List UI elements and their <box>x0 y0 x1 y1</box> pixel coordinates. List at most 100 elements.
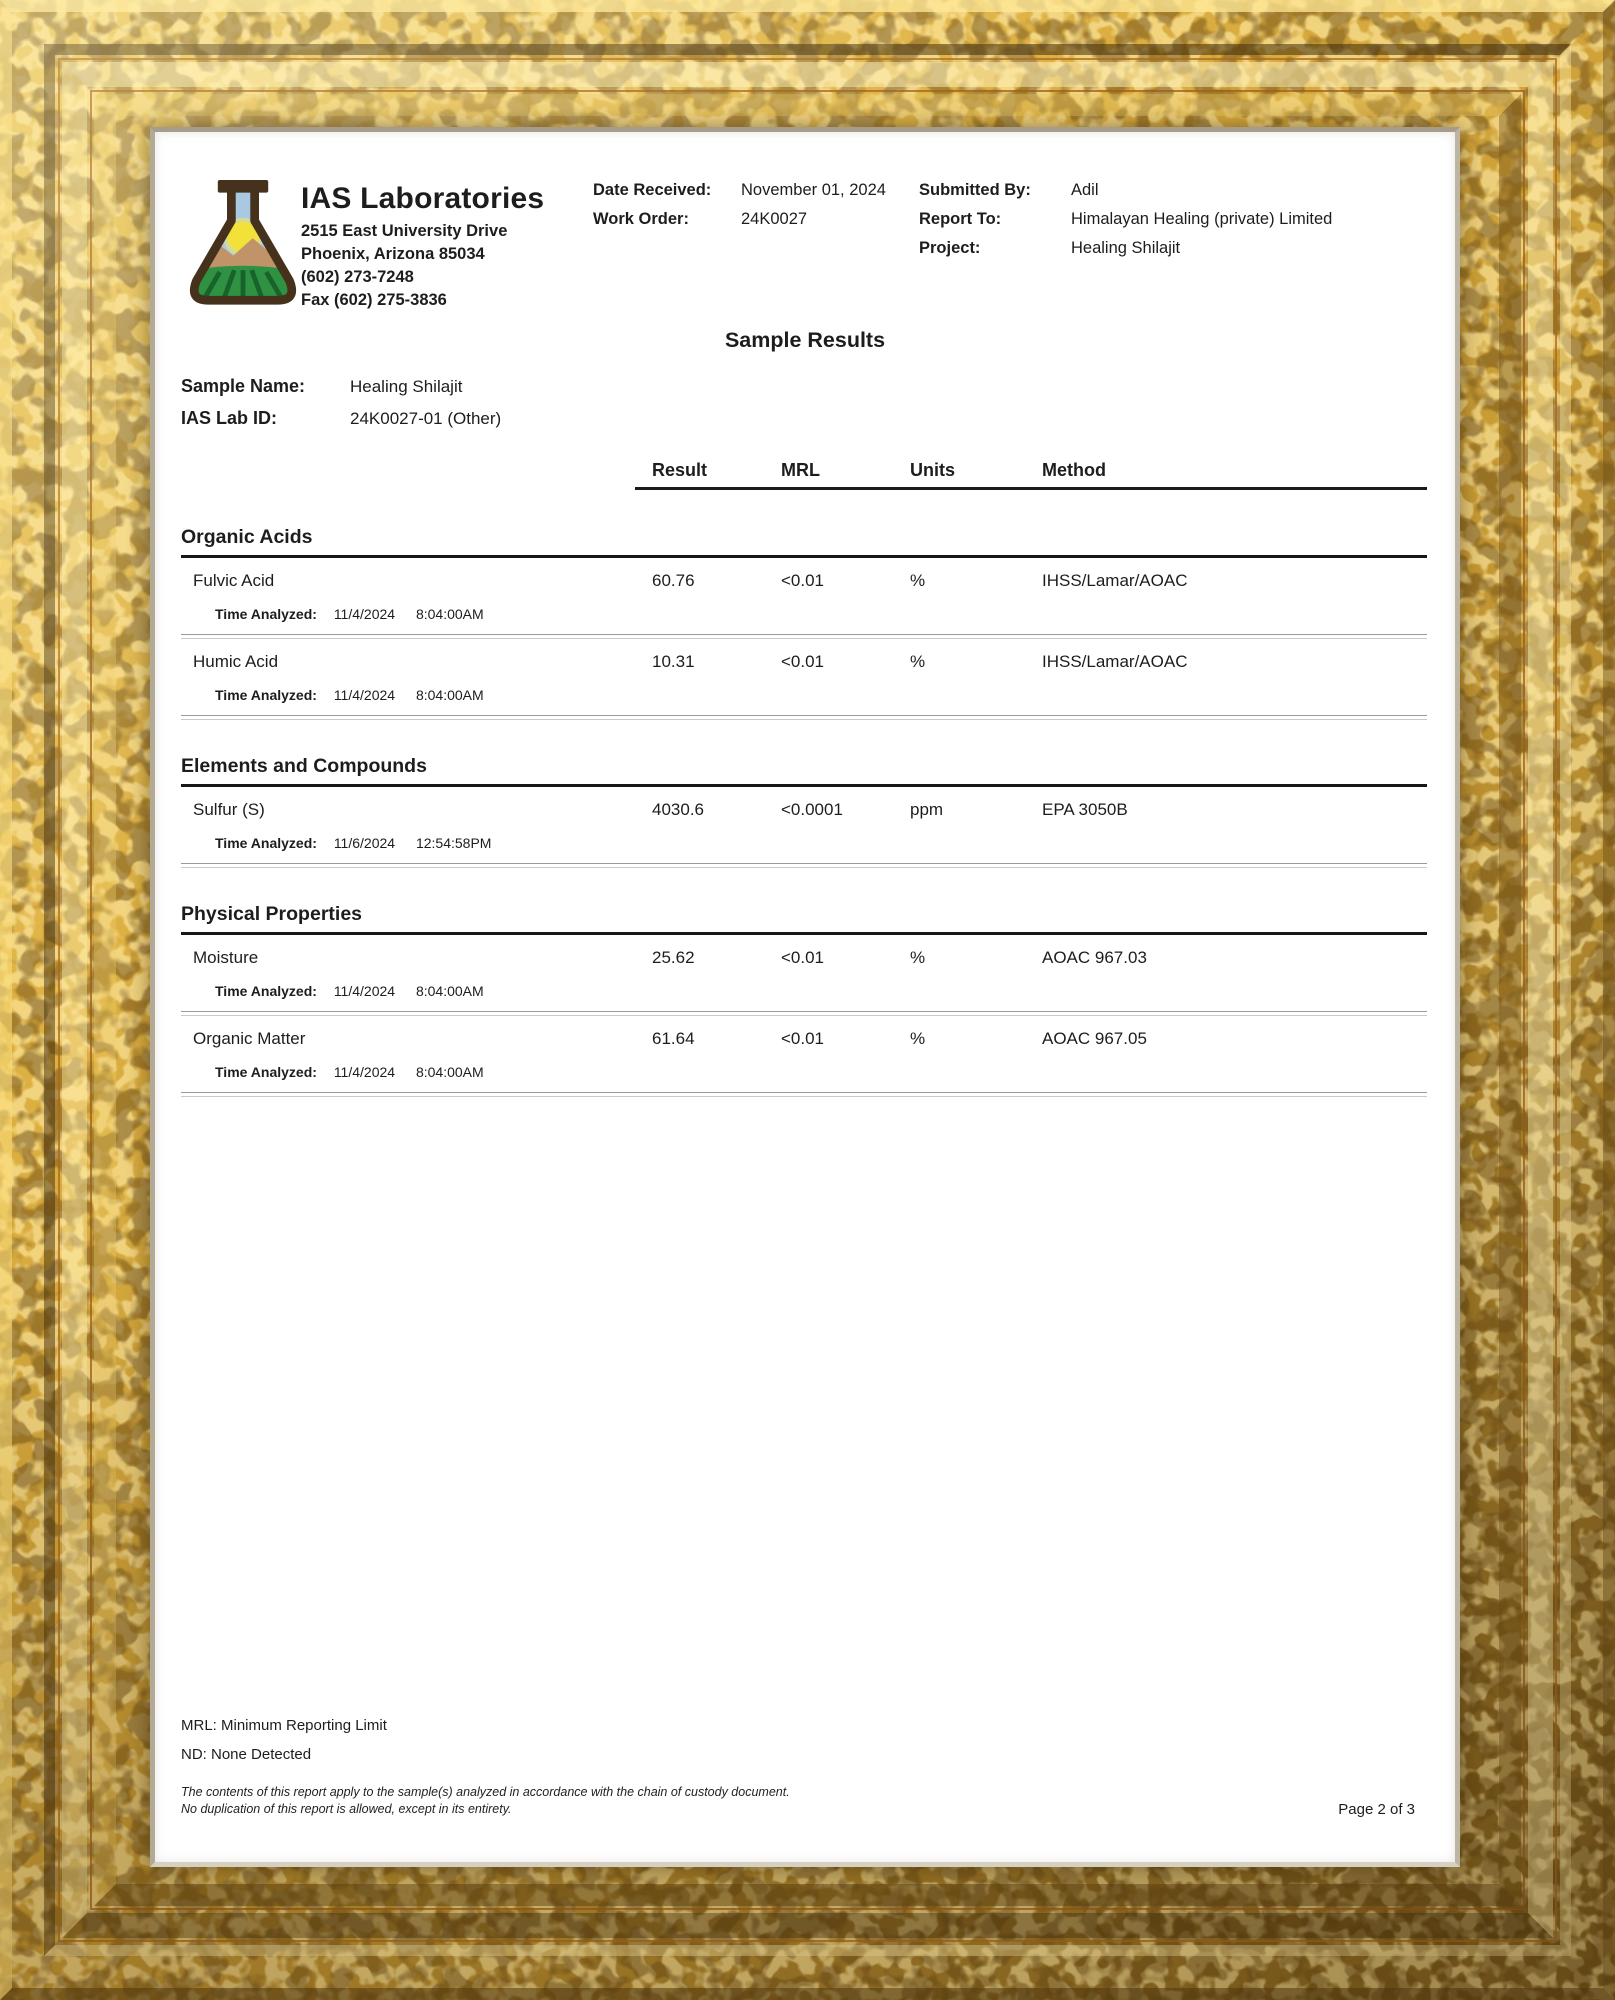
analyte-mrl: <0.01 <box>781 571 825 590</box>
row-separator <box>181 863 1427 868</box>
time-analyzed-date: 11/4/2024 <box>333 1064 396 1080</box>
analyte-units: % <box>910 948 926 967</box>
time-analyzed-date: 11/4/2024 <box>333 606 396 622</box>
lab-report-page: IAS Laboratories 2515 East University Dr… <box>150 127 1460 1867</box>
analyte-name: Fulvic Acid <box>193 571 275 590</box>
section-title-physical-properties: Physical Properties <box>181 903 363 925</box>
row-separator <box>181 715 1427 720</box>
analyte-mrl: <0.01 <box>781 1029 825 1048</box>
analyte-result: 60.76 <box>652 571 695 590</box>
submitted-by-label: Submitted By: <box>919 181 1031 199</box>
work-order-value: 24K0027 <box>741 210 808 228</box>
lab-fax: Fax (602) 275-3836 <box>301 291 447 309</box>
ias-lab-id-label: IAS Lab ID: <box>181 408 278 428</box>
analyte-mrl: <0.0001 <box>781 800 843 819</box>
section-rule <box>181 555 1427 558</box>
time-analyzed-row: Time Analyzed: 11/4/2024 8:04:00AM <box>181 1064 1427 1080</box>
analyte-mrl: <0.01 <box>781 652 825 671</box>
lab-address-line2: Phoenix, Arizona 85034 <box>301 245 485 263</box>
lab-address: 2515 East University Drive Phoenix, Ariz… <box>301 220 544 312</box>
date-received-value: November 01, 2024 <box>741 181 886 199</box>
lab-name: IAS Laboratories <box>301 182 545 215</box>
time-analyzed-label: Time Analyzed: <box>215 835 317 851</box>
table-row-moisture: Moisture 25.62 <0.01 % AOAC 967.03 <box>181 948 1427 968</box>
section-title-organic-acids: Organic Acids <box>181 526 313 548</box>
time-analyzed-label: Time Analyzed: <box>215 1064 317 1080</box>
section-rule <box>181 784 1427 787</box>
date-received-label: Date Received: <box>593 181 712 199</box>
table-row-humic-acid: Humic Acid 10.31 <0.01 % IHSS/Lamar/AOAC <box>181 652 1427 672</box>
mrl-footnote: MRL: Minimum Reporting Limit <box>181 1717 387 1734</box>
time-analyzed-row: Time Analyzed: 11/4/2024 8:04:00AM <box>181 983 1427 999</box>
sample-identity-block: Sample Name: Healing Shilajit IAS Lab ID… <box>181 376 501 429</box>
column-header-result: Result <box>652 460 708 480</box>
time-analyzed-time: 8:04:00AM <box>415 1064 484 1080</box>
time-analyzed-time: 8:04:00AM <box>415 606 484 622</box>
nd-footnote: ND: None Detected <box>181 1746 312 1763</box>
analyte-method: EPA 3050B <box>1042 800 1128 819</box>
project-label: Project: <box>919 239 981 257</box>
disclaimer-row: The contents of this report apply to the… <box>181 1784 1415 1818</box>
lab-address-line1: 2515 East University Drive <box>301 222 508 240</box>
column-header-units: Units <box>910 460 955 480</box>
lab-phone: (602) 273-7248 <box>301 268 414 286</box>
table-row-fulvic-acid: Fulvic Acid 60.76 <0.01 % IHSS/Lamar/AOA… <box>181 571 1427 591</box>
analyte-method: IHSS/Lamar/AOAC <box>1042 652 1188 671</box>
time-analyzed-row: Time Analyzed: 11/4/2024 8:04:00AM <box>181 687 1427 703</box>
report-title: Sample Results <box>724 328 886 352</box>
page-number: Page 2 of 3 <box>1338 1801 1415 1818</box>
time-analyzed-time: 12:54:58PM <box>415 835 492 851</box>
footnotes-block: MRL: Minimum Reporting Limit ND: None De… <box>181 1717 387 1763</box>
results-table: Result MRL Units Method Organic Acids Fu… <box>181 460 1427 1097</box>
analyte-name: Moisture <box>193 948 259 967</box>
row-separator <box>181 1011 1427 1016</box>
disclaimer-text: The contents of this report apply to the… <box>181 1784 790 1818</box>
report-to-label: Report To: <box>919 210 1002 228</box>
analyte-name: Sulfur (S) <box>193 800 265 819</box>
row-separator <box>181 634 1427 639</box>
meta-spacer <box>593 238 741 258</box>
time-analyzed-date: 11/4/2024 <box>333 983 396 999</box>
column-header-method: Method <box>1042 460 1106 480</box>
sample-name-value: Healing Shilajit <box>350 377 463 396</box>
section-rule <box>181 932 1427 935</box>
time-analyzed-time: 8:04:00AM <box>415 983 484 999</box>
analyte-result: 10.31 <box>652 652 695 671</box>
time-analyzed-row: Time Analyzed: 11/6/2024 12:54:58PM <box>181 835 1427 851</box>
project-value: Healing Shilajit <box>1071 239 1181 257</box>
table-row-organic-matter: Organic Matter 61.64 <0.01 % AOAC 967.05 <box>181 1029 1427 1049</box>
analyte-units: % <box>910 1029 926 1048</box>
analyte-units: ppm <box>910 800 944 819</box>
disclaimer-line2: No duplication of this report is allowed… <box>181 1802 512 1816</box>
submitted-by-value: Adil <box>1071 181 1099 199</box>
lab-flask-logo-icon <box>189 179 297 305</box>
report-meta-block: Date Received: November 01, 2024 Submitt… <box>593 180 1332 258</box>
analyte-method: AOAC 967.03 <box>1042 948 1147 967</box>
time-analyzed-date: 11/4/2024 <box>333 687 396 703</box>
analyte-result: 61.64 <box>652 1029 695 1048</box>
row-separator <box>181 1092 1427 1097</box>
analyte-name: Organic Matter <box>193 1029 306 1048</box>
time-analyzed-label: Time Analyzed: <box>215 983 317 999</box>
analyte-units: % <box>910 571 926 590</box>
time-analyzed-date: 11/6/2024 <box>333 835 396 851</box>
column-header-rule <box>635 487 1427 490</box>
table-row-sulfur: Sulfur (S) 4030.6 <0.0001 ppm EPA 3050B <box>181 800 1427 820</box>
column-header-mrl: MRL <box>781 460 820 480</box>
time-analyzed-label: Time Analyzed: <box>215 687 317 703</box>
disclaimer-line1: The contents of this report apply to the… <box>181 1785 790 1799</box>
section-title-elements-compounds: Elements and Compounds <box>181 755 427 777</box>
analyte-result: 25.62 <box>652 948 695 967</box>
work-order-label: Work Order: <box>593 210 689 228</box>
analyte-mrl: <0.01 <box>781 948 825 967</box>
meta-spacer <box>741 238 919 258</box>
results-column-headers: Result MRL Units Method <box>181 460 1427 481</box>
analyte-method: IHSS/Lamar/AOAC <box>1042 571 1188 590</box>
time-analyzed-label: Time Analyzed: <box>215 606 317 622</box>
time-analyzed-time: 8:04:00AM <box>415 687 484 703</box>
analyte-name: Humic Acid <box>193 652 279 671</box>
analyte-result: 4030.6 <box>652 800 704 819</box>
lab-identity-block: IAS Laboratories 2515 East University Dr… <box>301 182 544 312</box>
sample-name-label: Sample Name: <box>181 376 306 396</box>
time-analyzed-row: Time Analyzed: 11/4/2024 8:04:00AM <box>181 606 1427 622</box>
